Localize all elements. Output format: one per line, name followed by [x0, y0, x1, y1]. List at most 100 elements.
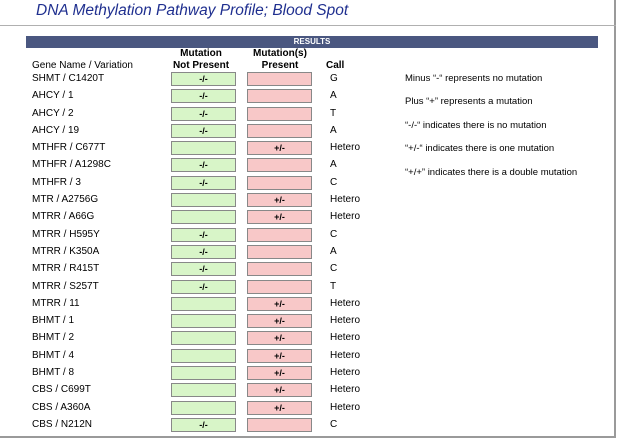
present-cell: +/-	[247, 193, 312, 207]
present-cell	[247, 89, 312, 103]
not-present-cell	[171, 366, 236, 380]
call-value: C	[330, 229, 337, 240]
call-value: G	[330, 73, 338, 84]
present-cell: +/-	[247, 401, 312, 415]
legend: Minus “-“ represents no mutation Plus “+”…	[405, 72, 605, 189]
legend-line: Plus “+” represents a mutation	[405, 95, 605, 118]
not-present-cell	[171, 210, 236, 224]
present-cell	[247, 262, 312, 276]
gene-name: MTRR / K350A	[32, 246, 99, 257]
not-present-cell	[171, 297, 236, 311]
table-row: BHMT / 1 +/- Hetero	[0, 313, 600, 330]
call-value: A	[330, 246, 337, 257]
column-header-not-present-line1: Mutation	[168, 48, 234, 60]
gene-name: AHCY / 2	[32, 108, 74, 119]
gene-name: BHMT / 4	[32, 350, 74, 361]
call-value: A	[330, 125, 337, 136]
gene-name: MTRR / R415T	[32, 263, 99, 274]
not-present-cell	[171, 314, 236, 328]
not-present-cell: -/-	[171, 228, 236, 242]
table-row: CBS / A360A +/- Hetero	[0, 400, 600, 417]
not-present-cell	[171, 331, 236, 345]
gene-name: BHMT / 8	[32, 367, 74, 378]
document-title: DNA Methylation Pathway Profile; Blood S…	[36, 2, 348, 20]
not-present-cell: -/-	[171, 89, 236, 103]
table-row: MTRR / A66G +/- Hetero	[0, 209, 600, 226]
table-row: MTRR / R415T -/- C	[0, 261, 600, 278]
call-value: A	[330, 90, 337, 101]
gene-name: BHMT / 2	[32, 332, 74, 343]
gene-name: CBS / N212N	[32, 419, 92, 430]
results-header-bar: RESULTS	[26, 36, 598, 48]
call-value: T	[330, 281, 336, 292]
call-value: Hetero	[330, 315, 360, 326]
column-header-not-present: Mutation Not Present	[168, 48, 234, 72]
present-cell: +/-	[247, 349, 312, 363]
present-cell: +/-	[247, 383, 312, 397]
present-cell	[247, 107, 312, 121]
title-divider	[0, 25, 616, 26]
call-value: C	[330, 263, 337, 274]
gene-name: MTHFR / C677T	[32, 142, 105, 153]
not-present-cell: -/-	[171, 262, 236, 276]
present-cell: +/-	[247, 297, 312, 311]
present-cell: +/-	[247, 141, 312, 155]
call-value: Hetero	[330, 194, 360, 205]
present-cell	[247, 228, 312, 242]
table-row: BHMT / 8 +/- Hetero	[0, 365, 600, 382]
call-value: T	[330, 108, 336, 119]
not-present-cell	[171, 383, 236, 397]
table-row: BHMT / 4 +/- Hetero	[0, 348, 600, 365]
gene-name: CBS / C699T	[32, 384, 91, 395]
column-header-present-line1: Mutation(s)	[246, 48, 314, 60]
call-value: A	[330, 159, 337, 170]
gene-name: MTRR / S257T	[32, 281, 99, 292]
not-present-cell: -/-	[171, 124, 236, 138]
not-present-cell: -/-	[171, 158, 236, 172]
table-row: BHMT / 2 +/- Hetero	[0, 330, 600, 347]
not-present-cell: -/-	[171, 280, 236, 294]
table-row: MTRR / H595Y -/- C	[0, 227, 600, 244]
not-present-cell: -/-	[171, 176, 236, 190]
not-present-cell: -/-	[171, 418, 236, 432]
call-value: Hetero	[330, 384, 360, 395]
gene-name: MTR / A2756G	[32, 194, 98, 205]
not-present-cell: -/-	[171, 245, 236, 259]
gene-name: CBS / A360A	[32, 402, 90, 413]
call-value: C	[330, 419, 337, 430]
legend-line: “+/+” indicates there is a double mutati…	[405, 166, 605, 189]
table-row: MTRR / K350A -/- A	[0, 244, 600, 261]
gene-name: MTHFR / 3	[32, 177, 81, 188]
call-value: Hetero	[330, 142, 360, 153]
present-cell: +/-	[247, 210, 312, 224]
table-row: CBS / C699T +/- Hetero	[0, 382, 600, 399]
present-cell: +/-	[247, 314, 312, 328]
gene-name: AHCY / 19	[32, 125, 79, 136]
gene-name: MTRR / H595Y	[32, 229, 100, 240]
present-cell	[247, 158, 312, 172]
present-cell	[247, 245, 312, 259]
present-cell	[247, 280, 312, 294]
legend-line: “+/-“ indicates there is one mutation	[405, 142, 605, 165]
call-value: Hetero	[330, 350, 360, 361]
present-cell	[247, 176, 312, 190]
call-value: Hetero	[330, 332, 360, 343]
table-row: CBS / N212N -/- C	[0, 417, 600, 434]
call-value: Hetero	[330, 211, 360, 222]
present-cell: +/-	[247, 366, 312, 380]
column-header-present: Mutation(s) Present	[246, 48, 314, 72]
gene-name: MTRR / A66G	[32, 211, 94, 222]
call-value: C	[330, 177, 337, 188]
present-cell	[247, 124, 312, 138]
call-value: Hetero	[330, 402, 360, 413]
gene-name: MTRR / 11	[32, 298, 80, 309]
not-present-cell: -/-	[171, 107, 236, 121]
table-row: MTRR / 11 +/- Hetero	[0, 296, 600, 313]
legend-line: Minus “-“ represents no mutation	[405, 72, 605, 95]
present-cell	[247, 72, 312, 86]
call-value: Hetero	[330, 367, 360, 378]
present-cell	[247, 418, 312, 432]
not-present-cell	[171, 141, 236, 155]
call-value: Hetero	[330, 298, 360, 309]
gene-name: MTHFR / A1298C	[32, 159, 111, 170]
